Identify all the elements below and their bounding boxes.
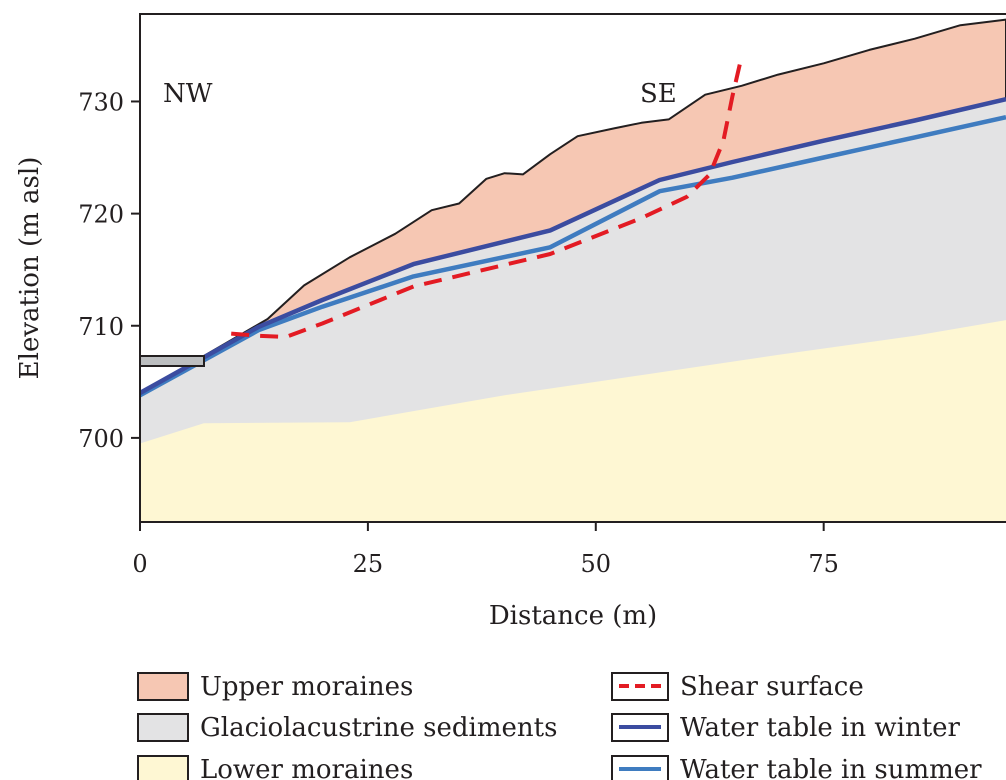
borehole-marker — [140, 355, 205, 367]
y-tick-label-700: 700 — [78, 425, 124, 453]
plot-frame — [139, 13, 1006, 522]
y-tick-label-710: 710 — [78, 313, 124, 341]
area-layer — [140, 18, 1006, 522]
x-tick-label-25: 25 — [353, 550, 384, 578]
series-water-table-in-winter — [140, 97, 1006, 395]
annotation-se: SE — [640, 79, 677, 109]
x-axis-title: Distance (m) — [489, 601, 657, 631]
legend: Upper moraines Glaciolacustrine sediments… — [137, 672, 982, 780]
x-tick-label-0: 0 — [132, 550, 147, 578]
legend-label-upper-moraines: Upper moraines — [200, 672, 413, 702]
legend-swatch-lower-moraines — [137, 755, 189, 780]
legend-label-water-table-in-winter: Water table in winter — [680, 713, 961, 743]
y-axis-ticks: 700 710 720 730 — [78, 88, 140, 453]
plot-area — [140, 18, 1006, 522]
series-shear-surface — [231, 56, 744, 339]
legend-swatch-upper-moraines — [137, 672, 189, 701]
y-tick-label-720: 720 — [78, 201, 124, 229]
x-axis-ticks: 0 25 50 75 — [132, 522, 839, 578]
series-water-table-in-summer — [140, 115, 1006, 398]
line-layer — [140, 56, 1006, 398]
x-tick-label-75: 75 — [808, 550, 839, 578]
legend-label-shear-surface: Shear surface — [680, 672, 864, 702]
legend-swatch-glaciolacustrine-sediments — [137, 713, 189, 742]
annotation-nw: NW — [163, 79, 213, 109]
legend-label-glaciolacustrine-sediments: Glaciolacustrine sediments — [200, 713, 557, 743]
legend-label-lower-moraines: Lower moraines — [200, 755, 413, 780]
legend-label-water-table-in-summer: Water table in summer — [680, 755, 982, 780]
area-lower-moraines — [140, 320, 1006, 522]
y-tick-label-730: 730 — [78, 88, 124, 116]
x-tick-label-50: 50 — [581, 550, 612, 578]
y-axis-title: Elevation (m asl) — [15, 157, 45, 380]
